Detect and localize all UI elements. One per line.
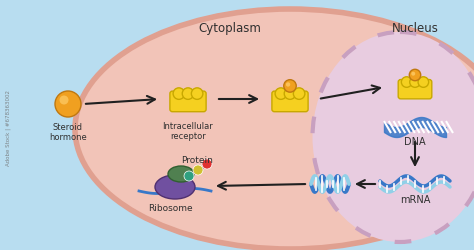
- Circle shape: [173, 88, 185, 100]
- Circle shape: [410, 78, 420, 88]
- Circle shape: [284, 88, 296, 100]
- Circle shape: [418, 78, 428, 88]
- Circle shape: [182, 88, 194, 100]
- Circle shape: [409, 70, 421, 82]
- Text: DNA: DNA: [404, 136, 426, 146]
- Circle shape: [401, 78, 412, 88]
- Circle shape: [284, 80, 296, 93]
- Ellipse shape: [75, 10, 474, 249]
- Ellipse shape: [312, 33, 474, 242]
- FancyBboxPatch shape: [170, 92, 206, 112]
- Text: Nucleus: Nucleus: [392, 22, 438, 35]
- Text: Ribosome: Ribosome: [148, 203, 192, 212]
- Circle shape: [293, 88, 305, 100]
- FancyBboxPatch shape: [398, 80, 432, 100]
- Circle shape: [55, 92, 81, 118]
- Text: mRNA: mRNA: [400, 194, 430, 204]
- Circle shape: [202, 159, 212, 169]
- Circle shape: [191, 88, 203, 100]
- Circle shape: [411, 72, 415, 76]
- FancyBboxPatch shape: [272, 92, 308, 112]
- Text: Steroid
hormone: Steroid hormone: [49, 122, 87, 142]
- Text: Protein: Protein: [181, 156, 213, 164]
- Circle shape: [275, 88, 287, 100]
- Text: Adobe Stock | #678363002: Adobe Stock | #678363002: [5, 90, 11, 165]
- Text: Intracellular
receptor: Intracellular receptor: [163, 122, 213, 141]
- Ellipse shape: [155, 175, 195, 199]
- Circle shape: [193, 165, 203, 175]
- Ellipse shape: [168, 166, 194, 182]
- Circle shape: [286, 83, 290, 87]
- Text: Cytoplasm: Cytoplasm: [199, 22, 262, 35]
- Circle shape: [184, 171, 194, 181]
- Circle shape: [60, 96, 69, 105]
